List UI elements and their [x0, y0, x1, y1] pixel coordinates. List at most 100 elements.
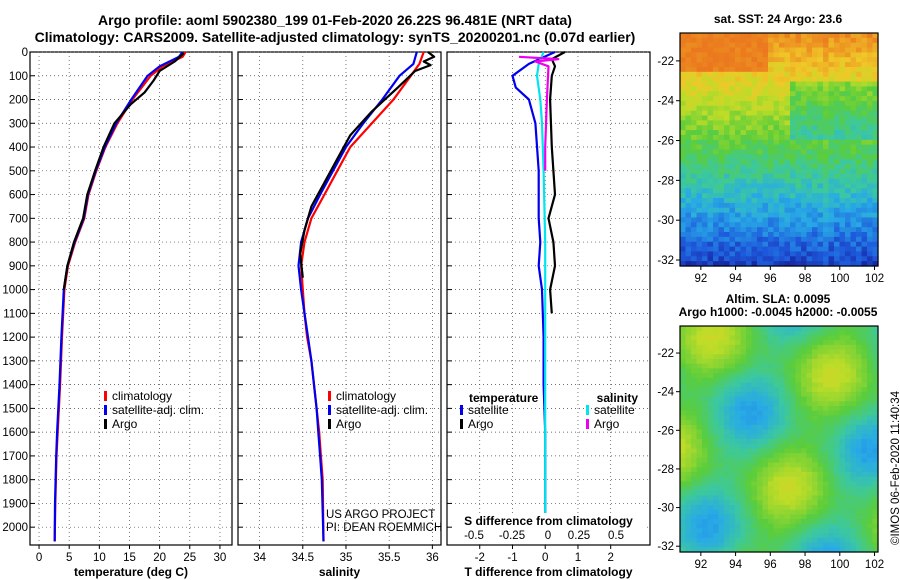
map-cell: [828, 76, 835, 83]
map-cell: [696, 193, 703, 199]
map-cell: [867, 424, 874, 431]
map-cell: [817, 37, 824, 44]
map-cell: [724, 139, 731, 146]
map-cell: [680, 519, 687, 525]
map-cell: [707, 33, 714, 39]
map-cell: [872, 519, 879, 525]
map-cell: [768, 217, 775, 223]
map-cell: [828, 144, 835, 151]
map-cell: [707, 401, 714, 407]
x-tick-label-temperature: 15: [123, 552, 136, 564]
map-cell: [801, 81, 808, 87]
map-cell: [845, 486, 852, 492]
map-cell: [691, 57, 698, 63]
map-cell: [724, 424, 731, 431]
map-cell: [680, 110, 687, 117]
map-cell: [834, 57, 841, 63]
map-cell: [801, 467, 808, 473]
map-cell: [680, 457, 687, 464]
map-cell: [707, 514, 714, 520]
map-cell: [784, 424, 791, 431]
map-cell: [845, 52, 852, 58]
map-cell: [784, 76, 791, 83]
map-cell: [795, 261, 802, 267]
map-cell: [812, 457, 819, 464]
map-cell: [729, 500, 736, 506]
map-cell: [718, 232, 725, 238]
map-cell: [685, 57, 692, 63]
map-cell: [861, 144, 868, 151]
map-cell: [735, 406, 742, 412]
map-cell: [757, 256, 764, 262]
map-cell: [795, 62, 802, 68]
map-cell: [702, 439, 709, 445]
map-cell: [751, 173, 758, 180]
map-cell: [834, 523, 841, 530]
map-cell: [757, 66, 764, 73]
map-cell: [729, 47, 736, 54]
map-cell: [850, 62, 857, 68]
map-cell: [746, 354, 753, 360]
map-cell: [839, 453, 846, 459]
map-cell: [861, 434, 868, 440]
map-cell: [790, 410, 797, 417]
map-cell: [724, 232, 731, 238]
map-cell: [746, 261, 753, 267]
map-cell: [740, 33, 747, 39]
map-cell: [696, 144, 703, 151]
map-cell: [713, 57, 720, 63]
map-cell: [834, 330, 841, 337]
map-cell: [801, 198, 808, 204]
map-cell: [746, 358, 753, 365]
map-cell: [839, 443, 846, 450]
map-cell: [839, 401, 846, 407]
map-cell: [850, 66, 857, 73]
map-cell: [845, 66, 852, 73]
map-cell: [735, 236, 742, 243]
map-cell: [867, 149, 874, 155]
depth-tick-label: 0: [22, 47, 28, 59]
map-cell: [861, 42, 868, 49]
map-cell: [718, 537, 725, 544]
map-cell: [817, 47, 824, 54]
map-cell: [691, 373, 698, 379]
map-cell: [867, 217, 874, 223]
map-cell: [740, 66, 747, 73]
map-cell: [801, 519, 808, 525]
map-cell: [707, 52, 714, 58]
map-cell: [839, 139, 846, 146]
map-cell: [691, 358, 698, 365]
map-cell: [850, 349, 857, 355]
map-cell: [746, 81, 753, 87]
map-cell: [834, 439, 841, 445]
map-cell: [817, 448, 824, 454]
map-cell: [762, 178, 769, 185]
map-cell: [817, 354, 824, 360]
map-cell: [817, 373, 824, 379]
map-y-tick-label: -30: [657, 215, 674, 227]
map-cell: [751, 168, 758, 175]
map-cell: [718, 159, 725, 165]
map-cell: [817, 500, 824, 506]
map-cell: [773, 330, 780, 337]
map-cell: [718, 439, 725, 445]
map-cell: [817, 349, 824, 355]
map-cell: [856, 256, 863, 262]
map-cell: [823, 173, 830, 180]
map-cell: [801, 139, 808, 146]
map-cell: [779, 86, 786, 92]
map-cell: [735, 486, 742, 492]
map-cell: [751, 115, 758, 121]
map-cell: [729, 198, 736, 204]
map-cell: [702, 363, 709, 369]
map-cell: [834, 236, 841, 243]
map-cell: [691, 443, 698, 450]
map-cell: [850, 246, 857, 253]
map-cell: [735, 81, 742, 87]
map-cell: [713, 212, 720, 219]
map-cell: [861, 100, 868, 107]
map-cell: [861, 66, 868, 73]
map-cell: [757, 528, 764, 534]
map-cell: [845, 537, 852, 544]
map-cell: [834, 96, 841, 102]
